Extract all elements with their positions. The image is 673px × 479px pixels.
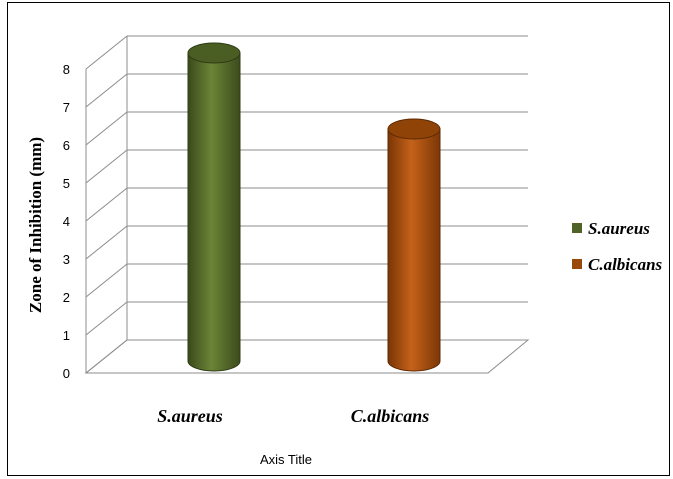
y-axis-title: Zone of Inhibition (mm): [26, 137, 45, 313]
legend: S.aureus C.albicans: [572, 219, 663, 274]
y-tick-label: 4: [63, 214, 70, 229]
x-category-labels: S.aureus C.albicans: [157, 406, 429, 426]
gridline-side-2: [85, 263, 128, 298]
bar-top: [187, 42, 241, 64]
y-tick-label: 6: [63, 138, 70, 153]
bar-body: [387, 128, 441, 372]
bar-top: [387, 118, 441, 140]
y-tick-label: 2: [63, 290, 70, 305]
gridline-side-1: [85, 301, 128, 336]
legend-swatch: [572, 259, 582, 269]
chart-svg: 0 1 2 3 4 5 6 7 8 S.aureus C.albicans Zone of Inh…: [26, 35, 663, 467]
x-axis-title: Axis Title: [260, 452, 312, 467]
gridline-side-5: [85, 149, 128, 184]
bar-body: [187, 52, 241, 372]
x-category-label: S.aureus: [157, 406, 223, 426]
y-tick-label: 0: [63, 366, 70, 381]
chart-frame: 0 1 2 3 4 5 6 7 8 S.aureus C.albicans Zone of Inh…: [7, 2, 670, 476]
y-tick-label: 1: [63, 328, 70, 343]
legend-label: S.aureus: [588, 219, 650, 238]
gridline-side-7: [85, 73, 128, 108]
gridline-side-6: [85, 111, 128, 146]
y-tick-labels: 0 1 2 3 4 5 6 7 8: [63, 62, 70, 381]
y-tick-label: 8: [63, 62, 70, 77]
y-tick-label: 3: [63, 252, 70, 267]
gridline-side-3: [85, 225, 128, 260]
legend-swatch: [572, 223, 582, 233]
y-tick-label: 7: [63, 100, 70, 115]
bar-calbicans: [387, 118, 441, 372]
grid-layer: [84, 35, 530, 374]
y-tick-label: 5: [63, 176, 70, 191]
bars: [187, 42, 441, 372]
bar-saureus: [187, 42, 241, 372]
gridline-side-8: [85, 35, 128, 70]
gridline-side-4: [85, 187, 128, 222]
legend-label: C.albicans: [588, 255, 663, 274]
floor: [84, 339, 530, 374]
x-category-label: C.albicans: [351, 406, 430, 426]
